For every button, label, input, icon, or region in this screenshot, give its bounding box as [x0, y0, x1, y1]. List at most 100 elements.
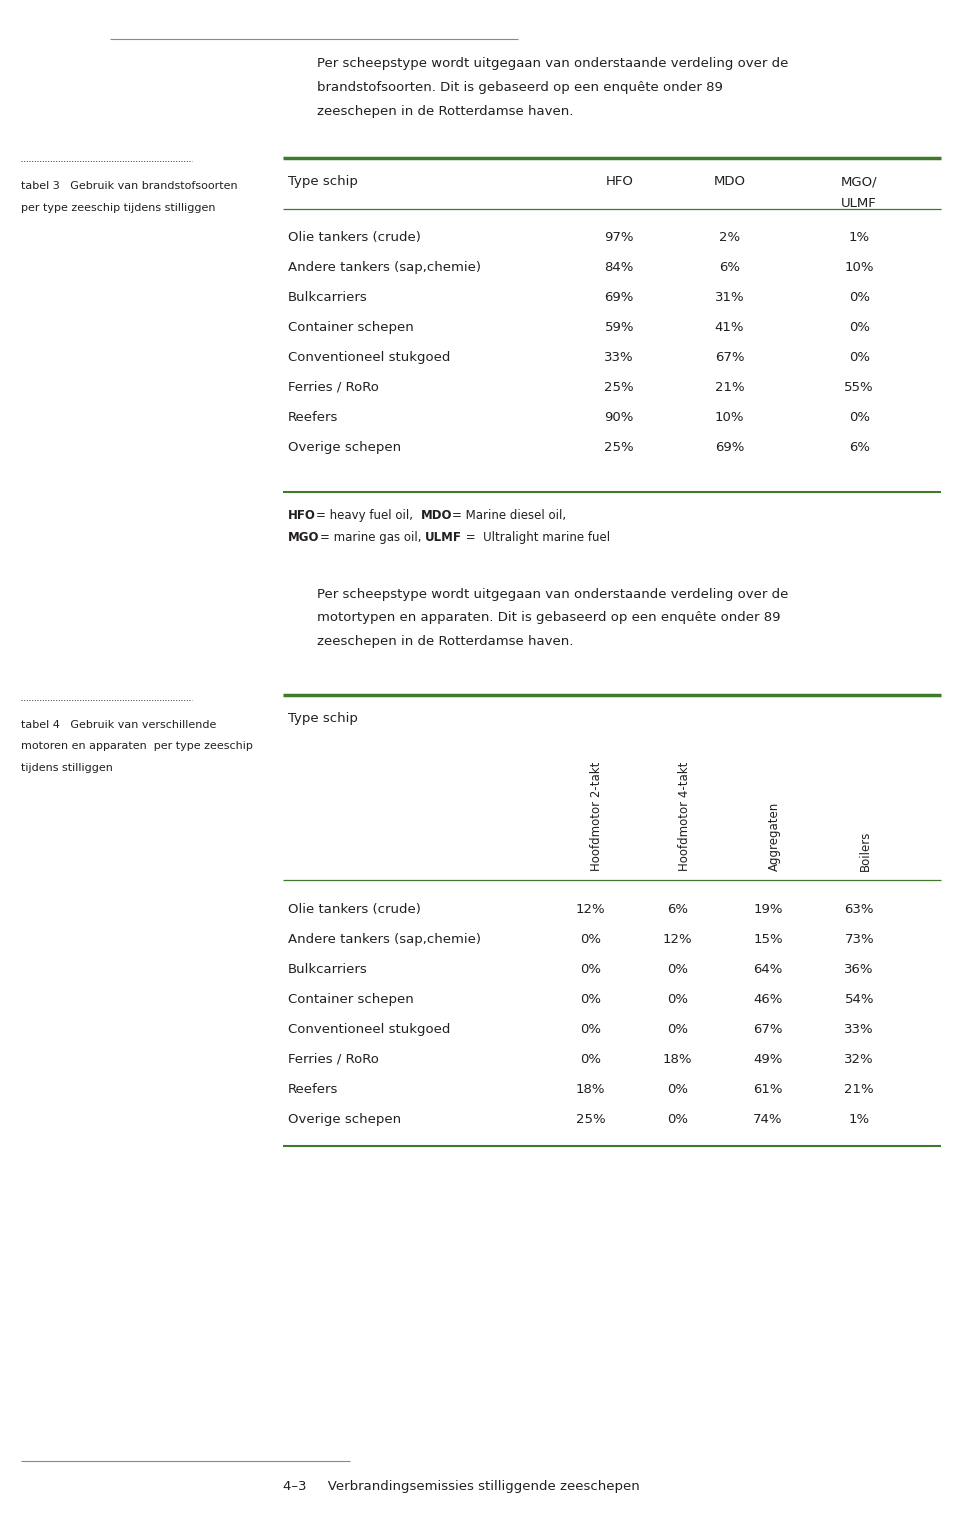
Text: 0%: 0% — [849, 351, 870, 363]
Text: 64%: 64% — [754, 963, 782, 975]
Text: 0%: 0% — [667, 1114, 688, 1126]
Text: 21%: 21% — [845, 1083, 874, 1095]
Text: 1%: 1% — [849, 231, 870, 243]
Text: 74%: 74% — [754, 1114, 782, 1126]
Text: 90%: 90% — [605, 411, 634, 423]
Text: 33%: 33% — [605, 351, 634, 363]
Text: Andere tankers (sap,chemie): Andere tankers (sap,chemie) — [288, 932, 481, 946]
Text: Container schepen: Container schepen — [288, 320, 414, 334]
Text: 0%: 0% — [667, 1083, 688, 1095]
Text: Container schepen: Container schepen — [288, 994, 414, 1006]
Text: Overige schepen: Overige schepen — [288, 1114, 401, 1126]
Text: 10%: 10% — [845, 260, 874, 274]
Text: 46%: 46% — [754, 994, 782, 1006]
Text: Reefers: Reefers — [288, 411, 338, 423]
Text: HFO: HFO — [605, 175, 634, 188]
Text: 6%: 6% — [667, 903, 688, 915]
Text: = heavy fuel oil,: = heavy fuel oil, — [316, 509, 420, 521]
Text: Overige schepen: Overige schepen — [288, 440, 401, 454]
Text: Per scheepstype wordt uitgegaan van onderstaande verdeling over de: Per scheepstype wordt uitgegaan van onde… — [317, 57, 788, 69]
Text: 36%: 36% — [845, 963, 874, 975]
Text: ULMF: ULMF — [424, 531, 462, 543]
Text: zeeschepen in de Rotterdamse haven.: zeeschepen in de Rotterdamse haven. — [317, 635, 573, 647]
Text: 0%: 0% — [667, 1023, 688, 1035]
Text: Olie tankers (crude): Olie tankers (crude) — [288, 231, 420, 243]
Text: 69%: 69% — [715, 440, 744, 454]
Text: Type schip: Type schip — [288, 175, 358, 188]
Text: 49%: 49% — [754, 1054, 782, 1066]
Text: 18%: 18% — [663, 1054, 692, 1066]
Text: 55%: 55% — [845, 380, 874, 394]
Text: tabel 3   Gebruik van brandstofsoorten: tabel 3 Gebruik van brandstofsoorten — [21, 181, 238, 192]
Text: MGO: MGO — [288, 531, 320, 543]
Text: HFO: HFO — [288, 509, 316, 521]
Text: zeeschepen in de Rotterdamse haven.: zeeschepen in de Rotterdamse haven. — [317, 105, 573, 117]
Text: 15%: 15% — [754, 932, 782, 946]
Text: 12%: 12% — [576, 903, 605, 915]
Text: MDO: MDO — [420, 509, 452, 521]
Text: 0%: 0% — [849, 291, 870, 303]
Text: Bulkcarriers: Bulkcarriers — [288, 291, 368, 303]
Text: motortypen en apparaten. Dit is gebaseerd op een enquête onder 89: motortypen en apparaten. Dit is gebaseer… — [317, 611, 780, 624]
Text: Type schip: Type schip — [288, 712, 358, 724]
Text: 25%: 25% — [605, 380, 634, 394]
Text: 73%: 73% — [845, 932, 874, 946]
Text: 59%: 59% — [605, 320, 634, 334]
Text: 25%: 25% — [605, 440, 634, 454]
Text: 0%: 0% — [580, 1023, 601, 1035]
Text: Conventioneel stukgoed: Conventioneel stukgoed — [288, 1023, 450, 1035]
Text: Ferries / RoRo: Ferries / RoRo — [288, 1054, 379, 1066]
Text: 10%: 10% — [715, 411, 744, 423]
Text: 97%: 97% — [605, 231, 634, 243]
Text: Hoofdmotor 4-takt: Hoofdmotor 4-takt — [678, 761, 691, 871]
Text: MGO/: MGO/ — [841, 175, 877, 188]
Text: per type zeeschip tijdens stilliggen: per type zeeschip tijdens stilliggen — [21, 203, 216, 214]
Text: Conventioneel stukgoed: Conventioneel stukgoed — [288, 351, 450, 363]
Text: Hoofdmotor 2-takt: Hoofdmotor 2-takt — [590, 761, 604, 871]
Text: ULMF: ULMF — [841, 197, 877, 209]
Text: 67%: 67% — [754, 1023, 782, 1035]
Text: 25%: 25% — [576, 1114, 605, 1126]
Text: 0%: 0% — [667, 963, 688, 975]
Text: 0%: 0% — [667, 994, 688, 1006]
Text: Olie tankers (crude): Olie tankers (crude) — [288, 903, 420, 915]
Text: Ferries / RoRo: Ferries / RoRo — [288, 380, 379, 394]
Text: = Marine diesel oil,: = Marine diesel oil, — [452, 509, 566, 521]
Text: 84%: 84% — [605, 260, 634, 274]
Text: Andere tankers (sap,chemie): Andere tankers (sap,chemie) — [288, 260, 481, 274]
Text: 6%: 6% — [849, 440, 870, 454]
Text: tabel 4   Gebruik van verschillende: tabel 4 Gebruik van verschillende — [21, 720, 217, 731]
Text: 2%: 2% — [719, 231, 740, 243]
Text: 18%: 18% — [576, 1083, 605, 1095]
Text: 0%: 0% — [849, 411, 870, 423]
Text: MDO: MDO — [713, 175, 746, 188]
Text: 0%: 0% — [849, 320, 870, 334]
Text: 33%: 33% — [845, 1023, 874, 1035]
Text: 21%: 21% — [715, 380, 744, 394]
Text: Bulkcarriers: Bulkcarriers — [288, 963, 368, 975]
Text: 12%: 12% — [663, 932, 692, 946]
Text: Aggregaten: Aggregaten — [768, 801, 781, 871]
Text: 54%: 54% — [845, 994, 874, 1006]
Text: 19%: 19% — [754, 903, 782, 915]
Text: Per scheepstype wordt uitgegaan van onderstaande verdeling over de: Per scheepstype wordt uitgegaan van onde… — [317, 588, 788, 600]
Text: 32%: 32% — [845, 1054, 874, 1066]
Text: 1%: 1% — [849, 1114, 870, 1126]
Text: 0%: 0% — [580, 932, 601, 946]
Text: 4–3     Verbrandingsemissies stilliggende zeeschepen: 4–3 Verbrandingsemissies stilliggende ze… — [283, 1480, 640, 1492]
Text: 69%: 69% — [605, 291, 634, 303]
Text: = marine gas oil,: = marine gas oil, — [320, 531, 424, 543]
Text: 6%: 6% — [719, 260, 740, 274]
Text: 67%: 67% — [715, 351, 744, 363]
Text: 61%: 61% — [754, 1083, 782, 1095]
Text: 63%: 63% — [845, 903, 874, 915]
Text: =  Ultralight marine fuel: = Ultralight marine fuel — [462, 531, 610, 543]
Text: 0%: 0% — [580, 1054, 601, 1066]
Text: brandstofsoorten. Dit is gebaseerd op een enquête onder 89: brandstofsoorten. Dit is gebaseerd op ee… — [317, 80, 723, 94]
Text: Reefers: Reefers — [288, 1083, 338, 1095]
Text: 31%: 31% — [715, 291, 744, 303]
Text: motoren en apparaten  per type zeeschip: motoren en apparaten per type zeeschip — [21, 741, 253, 752]
Text: tijdens stilliggen: tijdens stilliggen — [21, 763, 113, 774]
Text: 0%: 0% — [580, 963, 601, 975]
Text: 41%: 41% — [715, 320, 744, 334]
